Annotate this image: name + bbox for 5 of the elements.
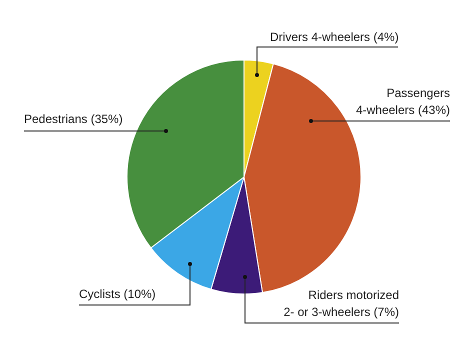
slice-label: Pedestrians (35%)	[24, 112, 123, 126]
slice-label: Passengers 4-wheelers (43%)	[356, 86, 450, 117]
slice-label: Riders motorized 2- or 3-wheelers (7%)	[284, 288, 399, 319]
slice-label: Cyclists (10%)	[79, 287, 156, 301]
slice-label: Drivers 4-wheelers (4%)	[270, 30, 399, 44]
